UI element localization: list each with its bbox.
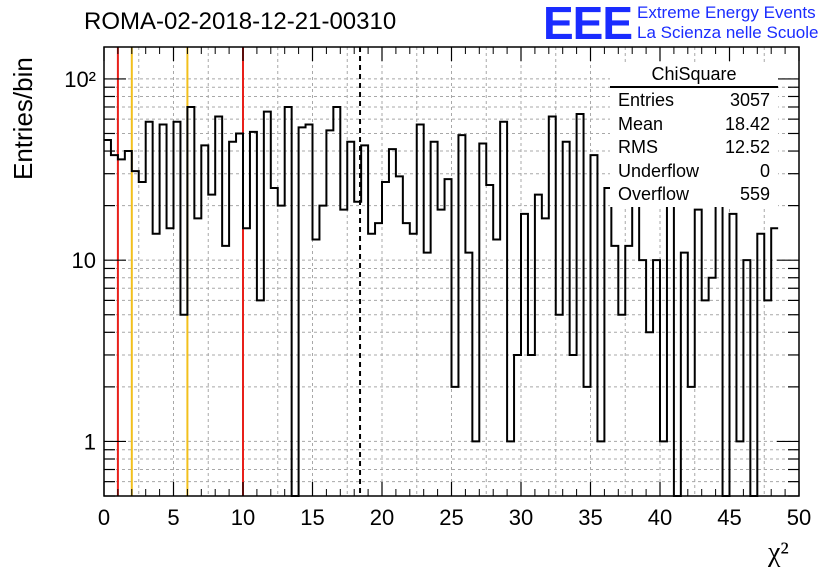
stats-row-underflow: Underflow 0 <box>610 160 778 184</box>
stats-value: 3057 <box>729 90 770 110</box>
stats-row-overflow: Overflow 559 <box>610 183 778 207</box>
x-tick-label: 5 <box>167 505 179 530</box>
logo-text-line1: Extreme Energy Events <box>637 3 816 22</box>
x-tick-label: 15 <box>300 505 324 530</box>
chart-title: ROMA-02-2018-12-21-00310 <box>84 8 397 35</box>
y-tick-label: 10 <box>72 248 96 273</box>
x-tick-label: 50 <box>787 505 811 530</box>
x-tick-label: 30 <box>509 505 533 530</box>
x-tick-label: 45 <box>717 505 741 530</box>
axes: 0 5 10 15 20 25 30 35 40 45 50 1 10 10² <box>64 47 811 530</box>
stats-box: ChiSquare Entries 3057 Mean 18.42 RMS 12… <box>610 64 778 207</box>
stats-label: Mean <box>618 113 664 134</box>
stats-value: 0 <box>759 160 770 181</box>
logo-text-line2: La Scienza nelle Scuole <box>637 23 819 42</box>
stats-label: Overflow <box>618 184 690 204</box>
stats-row-rms: RMS 12.52 <box>610 136 778 160</box>
stats-label: RMS <box>618 137 658 157</box>
stats-value: 559 <box>739 184 770 204</box>
x-tick-label: 25 <box>439 505 463 530</box>
eee-logo: EEE <box>543 0 633 49</box>
stats-row-entries: Entries 3057 <box>610 89 778 113</box>
y-axis-label: Entries/bin <box>8 57 38 180</box>
x-axis-label: χ² <box>768 537 789 568</box>
y-tick-label: 1 <box>84 429 96 454</box>
x-tick-label: 40 <box>648 505 672 530</box>
x-tick-label: 0 <box>98 505 110 530</box>
histogram-series <box>104 105 779 497</box>
x-tick-label: 35 <box>578 505 602 530</box>
x-tick-label: 20 <box>370 505 394 530</box>
stats-title: ChiSquare <box>610 64 778 88</box>
stats-row-mean: Mean 18.42 <box>610 113 778 137</box>
marker-lines <box>116 47 362 496</box>
stats-value: 12.52 <box>724 137 770 157</box>
x-tick-label: 10 <box>231 505 255 530</box>
stats-label: Entries <box>618 90 675 110</box>
stats-label: Underflow <box>618 160 700 181</box>
y-tick-label: 10² <box>64 67 96 92</box>
stats-value: 18.42 <box>724 113 770 134</box>
